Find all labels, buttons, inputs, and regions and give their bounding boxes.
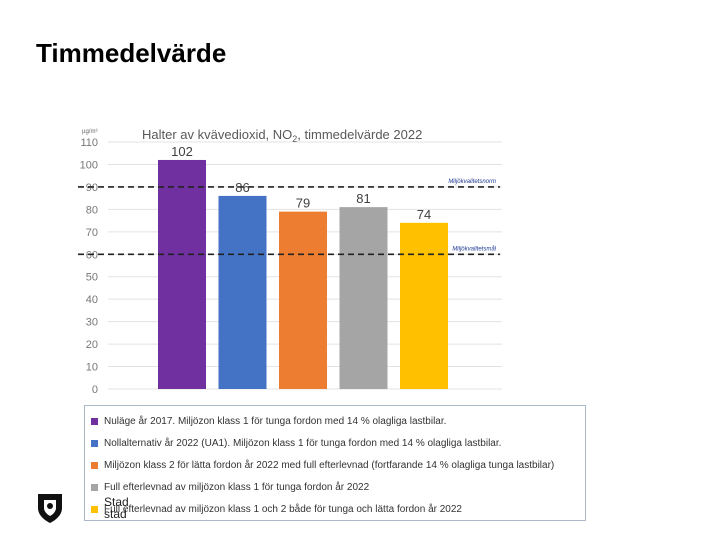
- y-tick-label: 60: [86, 249, 98, 261]
- legend-swatch: [91, 439, 98, 447]
- y-tick-label: 80: [86, 204, 98, 216]
- chart-title-suffix: , timmedelvärde 2022: [297, 127, 422, 142]
- bar: [339, 207, 388, 389]
- chart-legend: Nuläge år 2017. Miljözon klass 1 för tun…: [84, 405, 586, 521]
- bar: [218, 195, 267, 389]
- legend-entry: Miljözon klass 2 för lätta fordon år 202…: [91, 454, 585, 476]
- logo-text-line1: Stad: [104, 495, 129, 509]
- legend-swatch: [91, 483, 98, 491]
- legend-label: Full efterlevnad av miljözon klass 1 för…: [104, 481, 370, 493]
- y-tick-label: 20: [86, 339, 98, 351]
- y-axis-unit: µg/m³: [82, 129, 97, 135]
- bar: [279, 211, 327, 389]
- y-tick-label: 90: [86, 182, 98, 194]
- chart-title-prefix: Halter av kvävedioxid, NO: [142, 127, 292, 142]
- legend-entry: Nollalternativ år 2022 (UA1). Miljözon k…: [91, 432, 585, 454]
- chart-title: Halter av kvävedioxid, NO2, timmedelvärd…: [142, 127, 422, 144]
- legend-swatch: [91, 461, 98, 469]
- bar-value-label: 102: [171, 144, 193, 159]
- y-tick-label: 40: [86, 294, 98, 306]
- y-tick-label: 100: [80, 159, 98, 171]
- legend-label: Nollalternativ år 2022 (UA1). Miljözon k…: [104, 437, 502, 449]
- legend-label: Miljözon klass 2 för lätta fordon år 202…: [104, 459, 555, 471]
- y-tick-label: 110: [80, 137, 98, 149]
- bar-value-label: 81: [356, 191, 370, 206]
- bar-value-label: 74: [417, 207, 431, 222]
- legend-entry: Full efterlevnad av miljözon klass 1 och…: [91, 498, 585, 520]
- chart-title-subscript: 2: [292, 134, 297, 144]
- y-tick-label: 50: [86, 272, 98, 284]
- logo-text-line2: stad: [104, 507, 127, 521]
- slide-title: Timmedelvärde: [36, 38, 227, 68]
- y-tick-label: 0: [92, 384, 98, 396]
- reference-line-label: Miljökvalitetsmål: [452, 245, 496, 252]
- crest-icon: [38, 494, 62, 523]
- legend-swatch: [91, 417, 98, 425]
- bar: [158, 159, 206, 389]
- legend-label: Full efterlevnad av miljözon klass 1 och…: [104, 503, 462, 515]
- y-tick-label: 10: [86, 362, 98, 374]
- city-logo: Stad stad: [36, 490, 129, 526]
- y-tick-label: 30: [86, 317, 98, 329]
- bar-value-label: 79: [296, 196, 310, 211]
- legend-swatch: [91, 505, 98, 513]
- legend-entry: Full efterlevnad av miljözon klass 1 för…: [91, 476, 585, 498]
- reference-line-label: Miljökvalitetsnorm: [448, 179, 496, 185]
- legend-label: Nuläge år 2017. Miljözon klass 1 för tun…: [104, 415, 447, 427]
- legend-entry: Nuläge år 2017. Miljözon klass 1 för tun…: [91, 410, 585, 432]
- y-tick-label: 70: [86, 227, 98, 239]
- no2-bar-chart: 0 10 20 30 40 50 60 70 80 90 100 110 Miljökvalitets…: [74, 124, 508, 396]
- bar: [400, 222, 448, 389]
- bar-value-label: 86: [235, 180, 249, 195]
